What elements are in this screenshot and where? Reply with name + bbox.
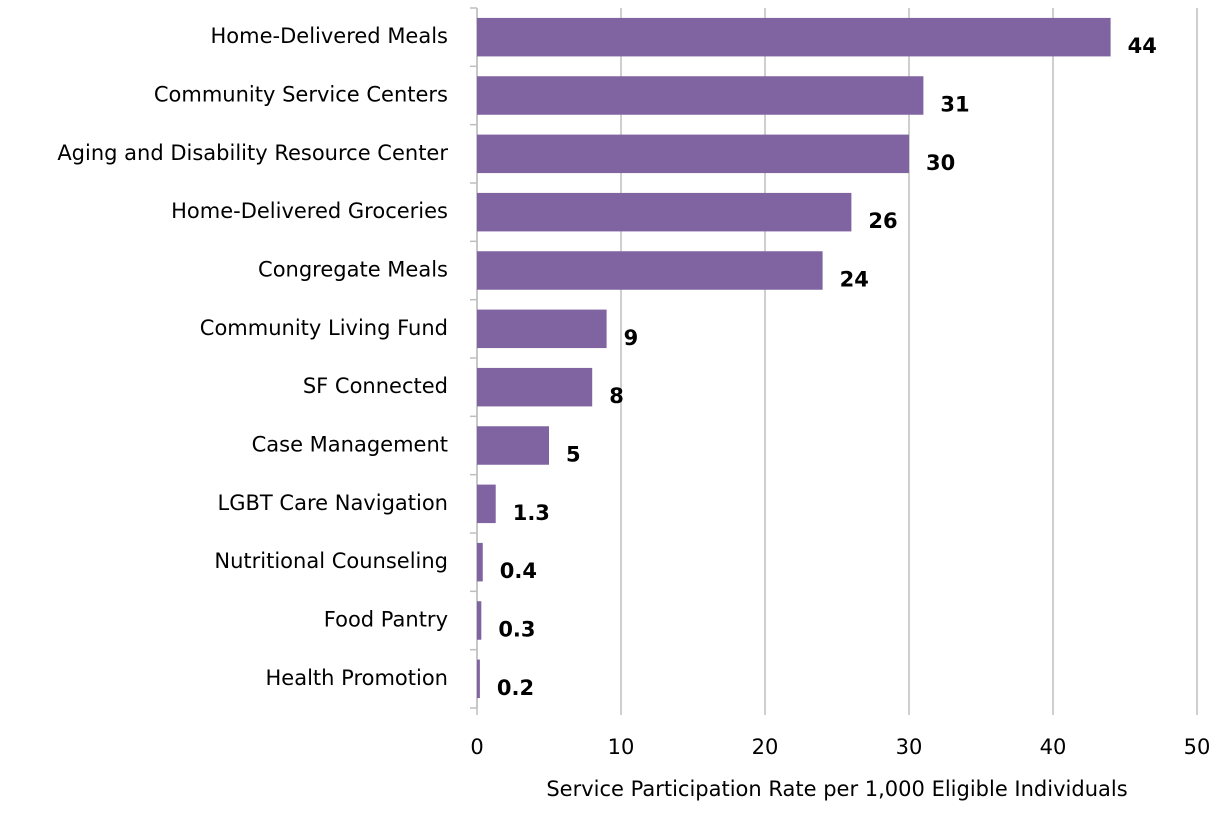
x-tick-label: 20 <box>752 735 779 759</box>
y-tick-label: Congregate Meals <box>258 258 448 282</box>
bar <box>477 251 823 290</box>
bar <box>477 17 1111 57</box>
y-tick-label: Community Service Centers <box>154 83 448 107</box>
value-label: 30 <box>926 151 955 175</box>
x-tick-label: 10 <box>608 735 635 759</box>
y-tick-label: Food Pantry <box>324 608 448 632</box>
x-tick-label: 40 <box>1040 735 1067 759</box>
bar <box>477 76 924 115</box>
y-tick-label: Community Living Fund <box>200 316 448 340</box>
value-label: 0.3 <box>498 618 535 642</box>
y-tick-label: SF Connected <box>303 374 448 398</box>
x-tick-label: 50 <box>1184 735 1211 759</box>
value-label: 5 <box>566 443 581 467</box>
value-label: 8 <box>609 384 624 408</box>
bar <box>477 542 483 582</box>
y-tick-label: Home-Delivered Groceries <box>171 199 448 223</box>
value-label: 0.2 <box>497 676 534 700</box>
y-tick-label: Health Promotion <box>266 666 448 690</box>
value-label: 0.4 <box>500 559 537 583</box>
x-tick-label: 30 <box>896 735 923 759</box>
value-label: 1.3 <box>513 501 550 525</box>
bar <box>477 659 480 699</box>
y-tick-label: Nutritional Counseling <box>214 549 448 573</box>
y-tick-label: LGBT Care Navigation <box>218 491 448 515</box>
value-label: 9 <box>624 326 639 350</box>
bar <box>477 134 909 174</box>
y-tick-label: Case Management <box>252 433 448 457</box>
value-label: 26 <box>868 209 897 233</box>
bar <box>477 367 593 407</box>
y-tick-label: Aging and Disability Resource Center <box>57 141 448 165</box>
bar <box>477 426 549 465</box>
bar <box>477 601 482 640</box>
x-axis-label: Service Participation Rate per 1,000 Eli… <box>546 777 1127 801</box>
value-label: 24 <box>840 268 869 292</box>
y-tick-label: Home-Delivered Meals <box>211 24 448 48</box>
bar <box>477 192 852 232</box>
value-label: 44 <box>1128 34 1157 58</box>
value-label: 31 <box>940 93 969 117</box>
x-tick-label: 0 <box>470 735 483 759</box>
bar <box>477 309 607 349</box>
bar <box>477 484 496 524</box>
